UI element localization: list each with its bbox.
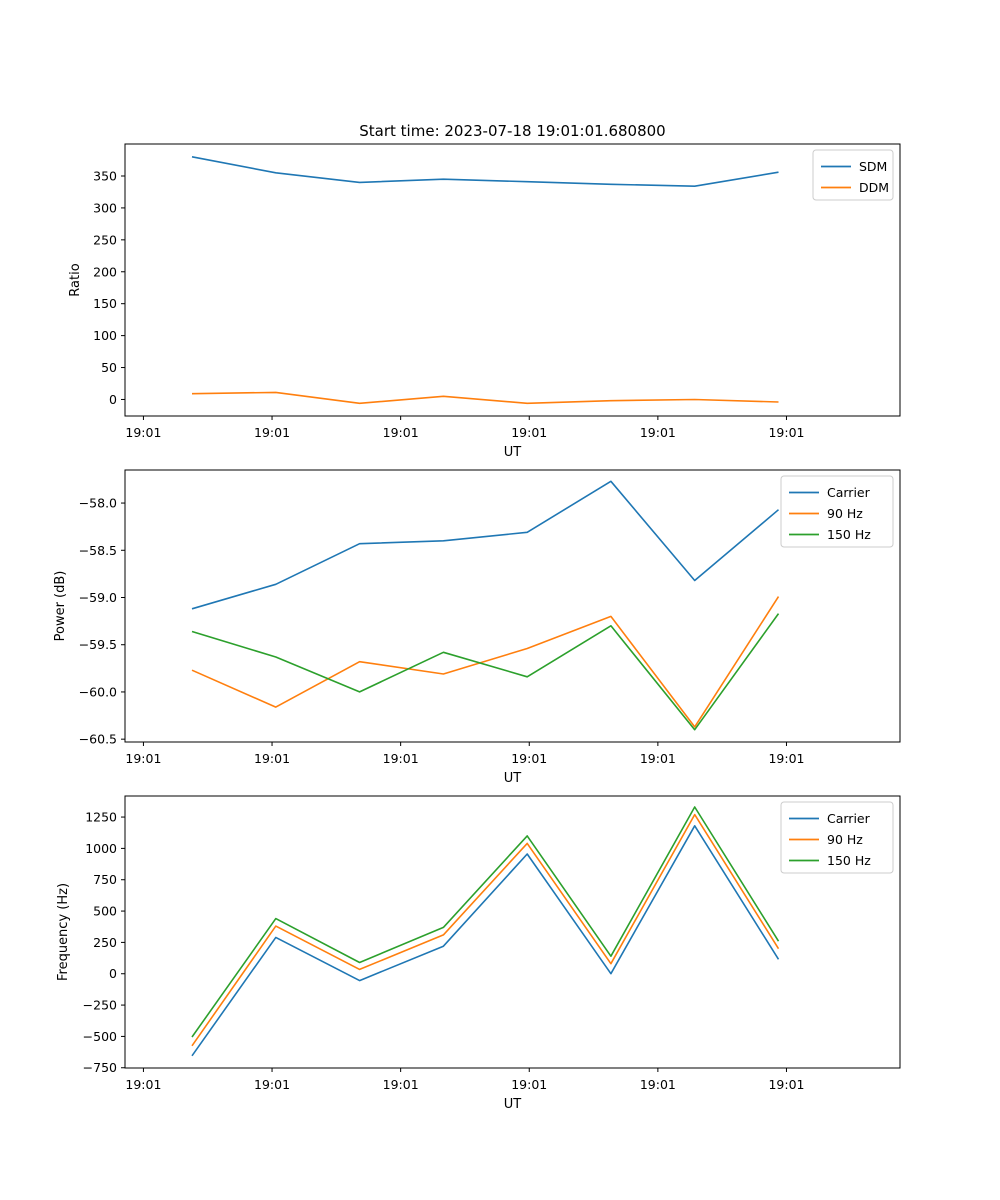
power-y-tick-label: −60.0 xyxy=(79,684,117,699)
power-panel: UT Power (dB) −60.5 −60.0 −59.5 −59.0 −58.5 −… xyxy=(53,469,901,786)
ratio-x-tick-label: 19:01 xyxy=(768,425,804,440)
frequency-x-tick-label: 19:01 xyxy=(125,1077,161,1092)
frequency-y-tick-label: 250 xyxy=(93,935,117,950)
power-legend: Carrier 90 Hz 150 Hz xyxy=(780,475,894,548)
frequency-x-tick-label: 19:01 xyxy=(640,1077,676,1092)
power-x-tick-label: 19:01 xyxy=(125,751,161,766)
ratio-x-tick-label: 19:01 xyxy=(125,425,161,440)
ratio-x-tick-label: 19:01 xyxy=(511,425,547,440)
power-x-tick-label: 19:01 xyxy=(254,751,290,766)
frequency-y-tick-label: 750 xyxy=(93,872,117,887)
ratio-legend-label: SDM xyxy=(859,159,887,174)
ratio-y-tick-label: 250 xyxy=(93,232,117,247)
frequency-y-tick-label: 1000 xyxy=(85,841,117,856)
power-legend-label: 90 Hz xyxy=(827,506,863,521)
ratio-series-ddm xyxy=(191,391,779,405)
ratio-legend: SDM DDM xyxy=(812,149,894,201)
frequency-legend-label: 90 Hz xyxy=(827,832,863,847)
ratio-x-tick-label: 19:01 xyxy=(640,425,676,440)
power-x-tick-label: 19:01 xyxy=(383,751,419,766)
ratio-y-tick-label: 350 xyxy=(93,168,117,183)
power-series-carrier xyxy=(191,480,780,610)
power-axes-frame xyxy=(124,469,901,743)
frequency-panel: UT Frequency (Hz) −750 −500 −250 0 250 500 750… xyxy=(56,795,901,1112)
ratio-axes-frame xyxy=(124,143,901,417)
frequency-y-tick-label: 500 xyxy=(93,904,117,919)
power-y-tick-label: −60.5 xyxy=(79,732,117,747)
ratio-y-tick-label: 300 xyxy=(93,200,117,215)
frequency-x-tick-label: 19:01 xyxy=(511,1077,547,1092)
power-y-axis-label: Power (dB) xyxy=(53,571,68,642)
frequency-y-tick-label: 1250 xyxy=(85,810,117,825)
frequency-legend-box xyxy=(780,801,894,874)
frequency-y-tick-label: −250 xyxy=(83,998,117,1013)
power-legend-box xyxy=(780,475,894,548)
ratio-y-tick-label: 150 xyxy=(93,296,117,311)
frequency-y-tick-label: −500 xyxy=(83,1029,117,1044)
frequency-x-tick-label: 19:01 xyxy=(383,1077,419,1092)
frequency-legend: Carrier 90 Hz 150 Hz xyxy=(780,801,894,874)
power-x-tick-label: 19:01 xyxy=(640,751,676,766)
figure-title: Start time: 2023-07-18 19:01:01.680800 xyxy=(359,122,665,140)
power-y-tick-label: −59.5 xyxy=(79,637,117,652)
ratio-y-tick-label: 200 xyxy=(93,264,117,279)
ratio-y-tick-label: 0 xyxy=(109,392,117,407)
frequency-legend-label: 150 Hz xyxy=(827,853,871,868)
power-series-90-hz xyxy=(191,596,780,728)
power-x-tick-label: 19:01 xyxy=(768,751,804,766)
frequency-series-carrier xyxy=(191,824,780,1057)
ratio-series-sdm xyxy=(191,156,779,187)
frequency-series-90-hz xyxy=(191,813,780,1047)
frequency-axes-frame xyxy=(124,795,901,1069)
ratio-panel: UT Ratio 0 50 100 150 200 250 300 350 19:01 19:01… xyxy=(68,143,901,460)
power-y-tick-label: −58.5 xyxy=(79,543,117,558)
power-x-axis-label: UT xyxy=(504,771,522,786)
frequency-x-axis-label: UT xyxy=(504,1097,522,1112)
ratio-y-tick-label: 50 xyxy=(101,360,117,375)
ratio-x-tick-label: 19:01 xyxy=(254,425,290,440)
ratio-y-tick-label: 100 xyxy=(93,328,117,343)
power-series-150-hz xyxy=(191,613,780,731)
frequency-series-150-hz xyxy=(191,806,780,1038)
frequency-y-axis-label: Frequency (Hz) xyxy=(56,883,71,981)
power-y-tick-label: −58.0 xyxy=(79,496,117,511)
frequency-x-tick-label: 19:01 xyxy=(254,1077,290,1092)
frequency-x-tick-label: 19:01 xyxy=(768,1077,804,1092)
frequency-y-tick-label: −750 xyxy=(83,1060,117,1075)
power-x-tick-label: 19:01 xyxy=(511,751,547,766)
power-legend-label: 150 Hz xyxy=(827,527,871,542)
ratio-legend-label: DDM xyxy=(859,180,889,195)
ratio-x-tick-label: 19:01 xyxy=(383,425,419,440)
ratio-x-axis-label: UT xyxy=(504,445,522,460)
frequency-legend-label: Carrier xyxy=(827,811,871,826)
power-y-tick-label: −59.0 xyxy=(79,590,117,605)
ratio-y-axis-label: Ratio xyxy=(68,263,83,296)
power-legend-label: Carrier xyxy=(827,485,871,500)
frequency-y-tick-label: 0 xyxy=(109,966,117,981)
